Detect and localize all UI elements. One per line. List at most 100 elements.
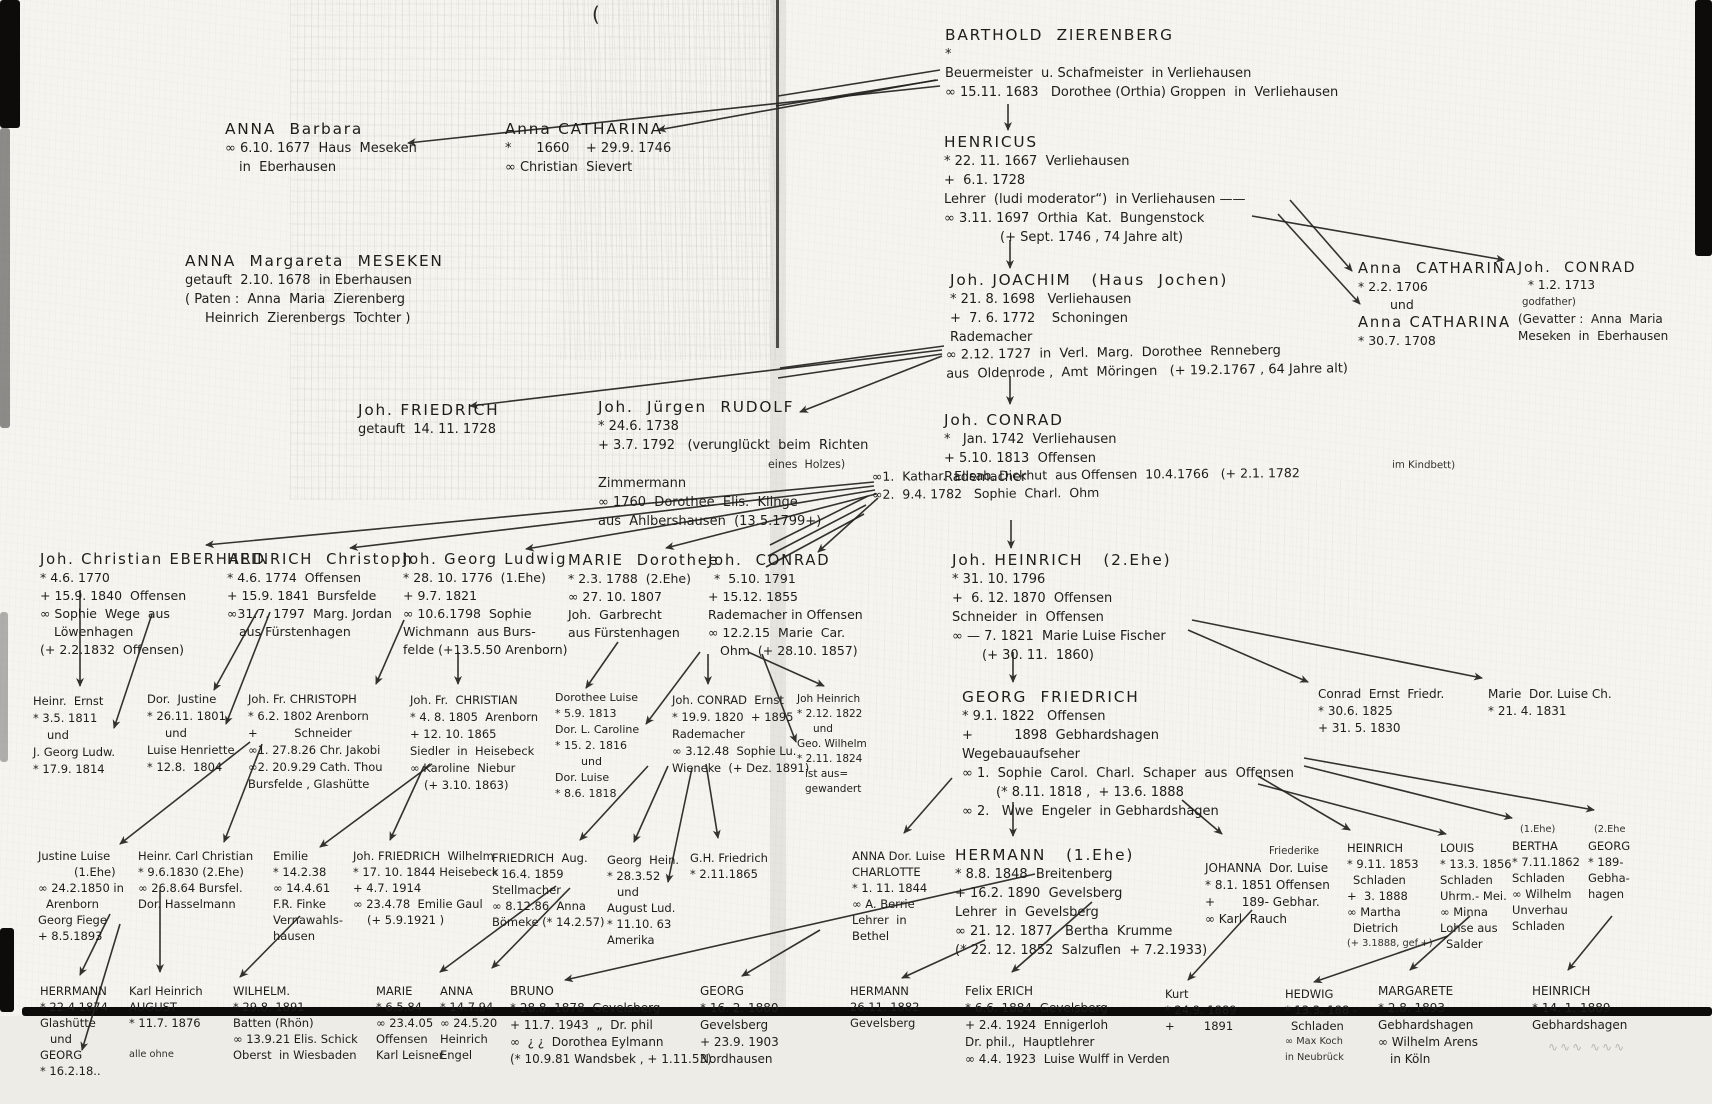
person-line: ∞ Sophie Wege aus bbox=[40, 606, 170, 621]
person-line: ∞ 1. Sophie Carol. Charl. Schaper aus Of… bbox=[962, 766, 1295, 781]
person-line: ∞ Karl Rauch bbox=[1205, 912, 1287, 926]
person-line: * 11.10. 63 bbox=[607, 917, 672, 931]
person-line: + 6. 12. 1870 Offensen bbox=[952, 591, 1113, 606]
person-line: Joh. CONRAD Ernst bbox=[672, 693, 784, 707]
arrow bbox=[1303, 765, 1513, 820]
arrow bbox=[1303, 757, 1595, 813]
person-block-johanna-1851: Friederike JOHANNA Dor. Luise * 8.1. 1851 … bbox=[1205, 843, 1330, 928]
person-line: und bbox=[617, 885, 639, 899]
person-line: * 5.10. 1791 bbox=[714, 571, 796, 586]
person-line: aus Fürstenhagen bbox=[568, 625, 680, 640]
person-line: Salder bbox=[1446, 937, 1483, 951]
person-line: ∞ 1760 Dorothee Elis. Klinge bbox=[598, 495, 798, 510]
person-line: * 1. 11. 1844 bbox=[852, 881, 928, 895]
person-line: (1.Ehe) bbox=[1520, 824, 1556, 835]
person-line: in Eberhausen bbox=[239, 160, 337, 175]
person-line: Rademacher bbox=[950, 330, 1033, 345]
person-line: * 21. 4. 1831 bbox=[1488, 704, 1567, 718]
person-line: ∞2. 9.4. 1782 Sophie Charl. Ohm bbox=[872, 484, 1100, 502]
person-line: Joh. Garbrecht bbox=[568, 607, 662, 622]
arrow bbox=[1289, 199, 1353, 272]
person-line: * 9.6.1830 (2.Ehe) bbox=[138, 865, 244, 879]
person-line: GEORG bbox=[40, 1048, 83, 1062]
person-line: (* 22. 12. 1852 Salzuflen + 7.2.1933) bbox=[955, 943, 1208, 958]
person-line: Uhrm.- Mei. bbox=[1440, 889, 1507, 903]
person-line: Dor. Justine bbox=[147, 692, 217, 706]
person-block-hermann-1882: HERMANN 26.11. 1882 Gevelsberg bbox=[850, 983, 920, 1031]
person-line: * 14. 1. 1889 bbox=[1532, 1001, 1611, 1015]
person-line: ∞2. 20.9.29 Cath. Thou bbox=[248, 760, 383, 774]
person-line: * 2.8. 1893 bbox=[1378, 1001, 1446, 1015]
person-line: Schladen bbox=[1291, 1019, 1344, 1033]
person-block-bertha-1862: (1.Ehe) BERTHA * 7.11.1862 Schladen ∞ Wilhel… bbox=[1512, 822, 1580, 934]
person-line: Beuermeister u. Schafmeister in Verlieha… bbox=[945, 66, 1252, 81]
person-line: ∞ 15.11. 1683 Dorothee (Orthia) Groppen … bbox=[945, 85, 1339, 100]
person-line: Heinrich Zierenbergs Tochter ) bbox=[205, 311, 411, 326]
scan-edge-artifact bbox=[0, 128, 10, 428]
person-line: ist aus= bbox=[805, 768, 849, 780]
person-line: ∞ Christian Sievert bbox=[505, 160, 633, 175]
person-line: ∞ Max Koch bbox=[1285, 1036, 1343, 1047]
person-line: Rademacher bbox=[944, 470, 1027, 485]
person-line: ∞ — 7. 1821 Marie Luise Fischer bbox=[952, 629, 1166, 644]
person-line: Marie Dor. Luise Ch. bbox=[1488, 687, 1612, 701]
person-block-joh-heinrich-1822: Joh Heinrich * 2.12. 1822 und Geo. Wilhelm *… bbox=[797, 692, 867, 797]
person-block-joh-conrad-1713: Joh. CONRAD * 1.2. 1713 godfather) (Gevatte… bbox=[1518, 260, 1668, 345]
person-line: und bbox=[813, 723, 833, 735]
person-line: * 2.11.1865 bbox=[690, 867, 758, 881]
person-line: Dor. Hasselmann bbox=[138, 897, 236, 911]
person-line: Schladen bbox=[1440, 873, 1493, 887]
person-line: + 15.9. 1840 Offensen bbox=[40, 588, 187, 603]
person-block-gh-friedrich-1865: G.H. Friedrich * 2.11.1865 bbox=[690, 850, 768, 882]
person-line: und bbox=[165, 726, 187, 740]
person-line: ∞ 2. Wwe Engeler in Gebhardshagen bbox=[962, 804, 1219, 819]
person-line: aus Fürstenhagen bbox=[239, 624, 351, 639]
person-line: ∞ Minna bbox=[1440, 905, 1488, 919]
person-line: * 189- bbox=[1588, 855, 1624, 869]
person-line: + 12. 10. 1865 bbox=[410, 727, 497, 741]
person-block-friedrich-aug-1859: FRIEDRICH Aug. * 16.4. 1859 Stellmacher ∞ 8… bbox=[492, 850, 604, 930]
person-line: + 5.10. 1813 Offensen bbox=[944, 451, 1097, 466]
person-line: * 6.2. 1802 Arenborn bbox=[248, 709, 369, 723]
person-line: + 16.2. 1890 Gevelsberg bbox=[955, 886, 1123, 901]
stray-pen-mark: ( bbox=[592, 2, 600, 26]
scan-bottom-margin bbox=[0, 1016, 1712, 1104]
person-line: * 13.3. 188 - bbox=[1285, 1003, 1358, 1017]
person-line: Joh. HEINRICH (2.Ehe) bbox=[952, 551, 1172, 569]
person-line: * 4.6. 1774 Offensen bbox=[227, 570, 361, 585]
person-line: Löwenhagen bbox=[54, 624, 134, 639]
person-line: + 7. 6. 1772 Schoningen bbox=[950, 311, 1129, 326]
person-line: Rademacher in Offensen bbox=[708, 607, 863, 622]
cross-page-connector-line bbox=[777, 353, 943, 379]
person-line: Luise Henriette bbox=[147, 743, 235, 757]
person-line: Siedler in Heisebeck bbox=[410, 744, 535, 758]
person-line: Joh. Georg Ludwig bbox=[403, 551, 568, 568]
person-line bbox=[129, 1031, 203, 1047]
person-block-henricus: HENRICUS * 22. 11. 1667 Verliehausen + 6.1… bbox=[944, 133, 1246, 247]
person-line: MARIE bbox=[376, 984, 413, 998]
person-block-emilie-1838: Emilie * 14.2.38 ∞ 14.4.61 F.R. Finke Vernaw… bbox=[273, 848, 343, 944]
person-line: HERMANN bbox=[850, 984, 909, 998]
person-line: Friederike bbox=[1269, 846, 1319, 857]
person-block-barthold: BARTHOLD ZIERENBERG * Beuermeister u. Scha… bbox=[945, 26, 1338, 102]
person-block-georg-1880: GEORG * 16. 2. 1880 Gevelsberg + 23.9. 1903… bbox=[700, 983, 779, 1068]
person-line: Anna CATHARINA bbox=[505, 120, 663, 138]
person-line: ∞ 24.5.20 bbox=[440, 1016, 498, 1030]
person-line: ( Paten : Anna Maria Zierenberg bbox=[185, 292, 405, 307]
person-block-kurt-1889: Kurt * 24.9. 1889 + 1891 bbox=[1165, 986, 1237, 1034]
person-line: Dorothee Luise bbox=[555, 691, 638, 704]
person-line: Joh. Jürgen RUDOLF bbox=[598, 398, 795, 416]
person-line: (1.Ehe) bbox=[74, 865, 116, 879]
person-block-heinrich-1889: HEINRICH * 14. 1. 1889 Gebhardshagen bbox=[1532, 983, 1627, 1034]
person-line: ANNA Margareta MESEKEN bbox=[185, 252, 444, 270]
person-line: aus Ahlbershausen (13.5.1799+) bbox=[598, 514, 822, 529]
person-line: Karl Leisner bbox=[376, 1048, 444, 1062]
person-line: * 19.9. 1820 + 1895 bbox=[672, 710, 794, 724]
person-block-joh-friedrich-wilhelm-1844: Joh. FRIEDRICH Wilhelm * 17. 10. 1844 Hei… bbox=[353, 848, 499, 928]
person-line: * 2.12. 1822 bbox=[797, 708, 863, 720]
person-block-heinr-ernst-1811: Heinr. Ernst * 3.5. 1811 und J. Georg Ludw.… bbox=[33, 693, 115, 778]
person-line: (Gevatter : Anna Maria bbox=[1518, 312, 1663, 326]
person-line: ∞ 3.11. 1697 Orthia Kat. Bungenstock bbox=[944, 211, 1205, 226]
person-line: + 3.7. 1792 (verunglückt beim Richten bbox=[598, 438, 869, 453]
